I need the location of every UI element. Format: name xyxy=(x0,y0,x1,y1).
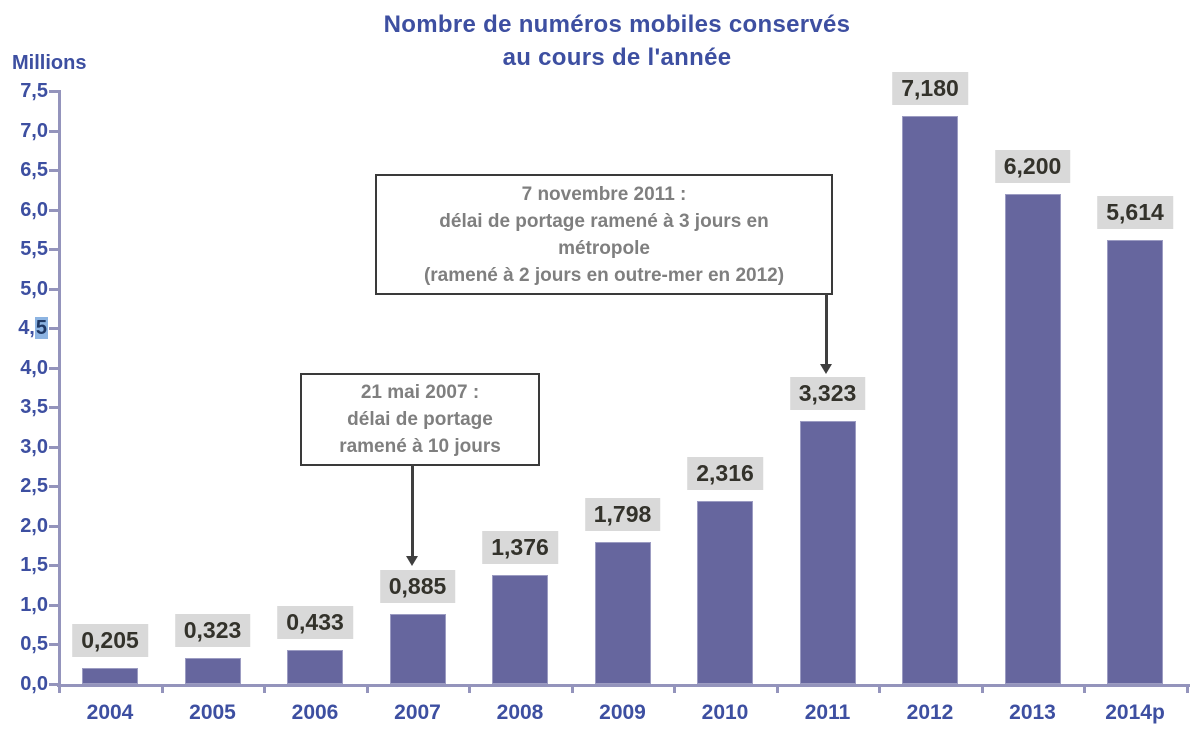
y-axis-tick-label: 5,5 xyxy=(20,238,48,261)
annotation-box-2011: 7 novembre 2011 : délai de portage ramen… xyxy=(375,174,833,295)
y-axis-tick-label: 7,5 xyxy=(20,80,48,102)
x-axis-label-2014p: 2014p xyxy=(1105,701,1165,724)
y-axis-tick xyxy=(49,603,58,607)
y-axis-tick-label: 0,0 xyxy=(20,673,48,695)
bar-2004 xyxy=(82,668,138,684)
bar-2011 xyxy=(799,421,856,684)
x-axis-tick xyxy=(878,685,881,693)
x-axis-tick xyxy=(365,685,369,693)
x-axis-tick xyxy=(775,685,779,693)
y-axis-tick-label: 6,5 xyxy=(20,159,48,182)
y-axis-tick-label: 4,0 xyxy=(20,356,48,379)
y-axis-tick-label: 1,5 xyxy=(20,554,48,577)
x-axis-tick xyxy=(468,685,471,693)
x-axis-label-2009: 2009 xyxy=(599,701,646,724)
y-axis-tick xyxy=(49,327,58,331)
y-axis-tick xyxy=(49,169,58,173)
y-axis-tick xyxy=(49,287,58,291)
value-label-2005: 0,323 xyxy=(174,614,251,647)
bar-2013 xyxy=(1004,194,1061,684)
y-axis-line xyxy=(58,90,61,687)
x-axis-label-2008: 2008 xyxy=(496,701,544,724)
value-label-2004: 0,205 xyxy=(72,624,148,657)
chart-title-line1: Nombre de numéros mobiles conservés xyxy=(383,11,851,38)
value-label-2008: 1,376 xyxy=(482,531,558,564)
annotation-box-2007: 21 mai 2007 : délai de portage ramené à … xyxy=(300,373,540,466)
x-axis-line xyxy=(57,684,1190,687)
value-label-2009: 1,798 xyxy=(584,498,661,531)
x-axis-label-2005: 2005 xyxy=(189,701,236,724)
y-axis-tick-label: 2,5 xyxy=(20,475,48,498)
x-axis-label-2013: 2013 xyxy=(1009,701,1056,724)
value-label-2007: 0,885 xyxy=(379,570,456,603)
y-axis-tick-label: 2,0 xyxy=(20,514,48,537)
bar-2007 xyxy=(389,614,446,684)
x-axis-label-2011: 2011 xyxy=(804,701,851,724)
x-axis-tick xyxy=(160,685,164,693)
value-label-2013: 6,200 xyxy=(994,150,1071,183)
y-axis-tick xyxy=(49,248,58,252)
x-axis-label-2007: 2007 xyxy=(394,701,441,724)
y-axis-tick-label: 1,0 xyxy=(20,593,48,616)
x-axis-tick xyxy=(58,685,61,693)
y-axis-tick xyxy=(49,406,58,410)
x-axis-label-2006: 2006 xyxy=(291,701,339,724)
annotation-arrow-2011 xyxy=(825,294,828,364)
value-label-2014p: 5,614 xyxy=(1097,196,1173,229)
bar-2005 xyxy=(184,658,241,684)
chart-title: Nombre de numéros mobiles conservés au c… xyxy=(34,8,1200,74)
highlighted-tick-digit: 5 xyxy=(34,317,48,340)
x-axis-tick xyxy=(673,685,676,693)
x-axis-tick xyxy=(263,685,266,693)
x-axis-tick xyxy=(1083,685,1086,693)
x-axis-tick xyxy=(980,685,984,693)
bar-2010 xyxy=(697,501,753,684)
y-axis-tick xyxy=(49,366,58,370)
value-label-2006: 0,433 xyxy=(277,606,353,639)
y-axis-tick xyxy=(49,445,58,449)
y-axis-tick-label: 7,0 xyxy=(20,119,48,142)
y-axis-tick xyxy=(49,90,58,93)
bar-2008 xyxy=(492,575,548,684)
annotation-arrow-2007 xyxy=(411,464,414,556)
value-label-2010: 2,316 xyxy=(687,457,763,490)
x-axis-label-2004: 2004 xyxy=(86,701,134,724)
annotation-text-2011: 7 novembre 2011 : délai de portage ramen… xyxy=(423,183,785,286)
y-axis-tick xyxy=(49,129,58,133)
x-axis-tick xyxy=(570,685,574,693)
bar-2009 xyxy=(594,542,651,684)
chart-title-line2: au cours de l'année xyxy=(502,44,732,71)
value-label-2011: 3,323 xyxy=(789,377,866,410)
y-axis-tick xyxy=(49,683,58,686)
y-axis-tick xyxy=(49,208,58,212)
x-axis-label-2010: 2010 xyxy=(701,701,749,724)
x-axis-tick xyxy=(1186,685,1189,693)
bar-2014p xyxy=(1107,240,1163,684)
bar-2012 xyxy=(902,116,958,684)
y-axis-tick-label: 0,5 xyxy=(20,633,48,656)
y-axis-tick xyxy=(49,485,58,489)
y-axis-unit-label: Millions xyxy=(12,52,87,74)
annotation-arrowhead-2007 xyxy=(406,556,418,566)
value-label-2012: 7,180 xyxy=(892,72,968,105)
annotation-text-2007: 21 mai 2007 : délai de portage ramené à … xyxy=(339,382,501,457)
y-axis-tick xyxy=(49,524,58,528)
y-axis-tick-label: 5,0 xyxy=(20,277,48,300)
y-axis-tick xyxy=(49,643,58,647)
y-axis-tick-label: 6,0 xyxy=(20,198,48,221)
y-axis-tick xyxy=(49,564,58,568)
y-axis-tick-label: 3,5 xyxy=(20,396,48,419)
y-axis-tick-label: 4,5 xyxy=(18,317,48,340)
x-axis-label-2012: 2012 xyxy=(906,701,954,724)
bar-2006 xyxy=(287,650,343,684)
annotation-arrowhead-2011 xyxy=(820,364,832,374)
y-axis-tick-label: 3,0 xyxy=(20,435,48,458)
